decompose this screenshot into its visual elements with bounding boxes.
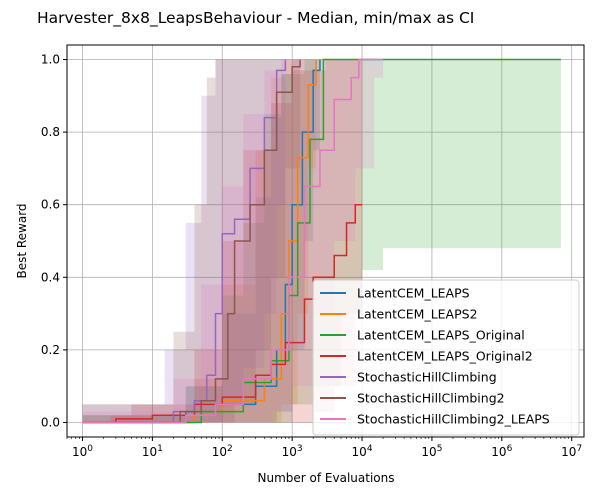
- y-tick-label: 0.0: [41, 415, 60, 429]
- legend: LatentCEM_LEAPS LatentCEM_LEAPS2 LatentCEM…: [312, 279, 580, 436]
- ci-band-0: [82, 59, 320, 423]
- legend-label: StochasticHillClimbing2_LEAPS: [357, 412, 550, 427]
- x-tick-label: 107: [561, 444, 582, 459]
- y-tick-label: 0.8: [41, 125, 60, 139]
- y-tick-label: 0.4: [41, 270, 60, 284]
- legend-label: StochasticHillClimbing: [357, 370, 497, 385]
- y-tick-label: 1.0: [41, 53, 60, 67]
- chart-title: Harvester_8x8_LeapsBehaviour - Median, m…: [37, 9, 474, 28]
- ci-band-1: [82, 59, 317, 423]
- series-line-3: [110, 203, 363, 424]
- y-tick-label: 0.6: [41, 198, 60, 212]
- ci-band-4: [82, 59, 286, 423]
- x-axis: 100 101 102 103 104 105 106 107: [66, 437, 582, 459]
- legend-label: LatentCEM_LEAPS_Original2: [357, 349, 533, 364]
- legend-box: [312, 279, 580, 436]
- x-tick-label: 102: [212, 444, 233, 459]
- x-tick-label: 104: [352, 444, 373, 459]
- series-line-6: [82, 58, 384, 424]
- x-tick-label: 103: [282, 444, 303, 459]
- legend-label: LatentCEM_LEAPS: [357, 286, 470, 301]
- series-lines: [82, 58, 561, 424]
- y-tick-label: 0.2: [41, 343, 60, 357]
- x-tick-label: 100: [72, 444, 93, 459]
- series-line-4: [82, 59, 287, 424]
- x-tick-label: 101: [142, 444, 163, 459]
- ci-band-2: [82, 59, 561, 423]
- y-axis-label: Best Reward: [15, 203, 29, 278]
- plot-area: [66, 44, 585, 438]
- y-axis: 0.0 0.2 0.4 0.6 0.8 1.0: [41, 53, 67, 429]
- x-tick-label: 106: [491, 444, 512, 459]
- legend-label: LatentCEM_LEAPS2: [357, 307, 478, 322]
- ci-band-5: [82, 59, 301, 423]
- series-line-5: [82, 59, 301, 424]
- legend-label: LatentCEM_LEAPS_Original: [357, 328, 525, 343]
- x-axis-label: Number of Evaluations: [258, 471, 395, 485]
- legend-label: StochasticHillClimbing2: [357, 391, 505, 406]
- x-tick-label: 105: [421, 444, 442, 459]
